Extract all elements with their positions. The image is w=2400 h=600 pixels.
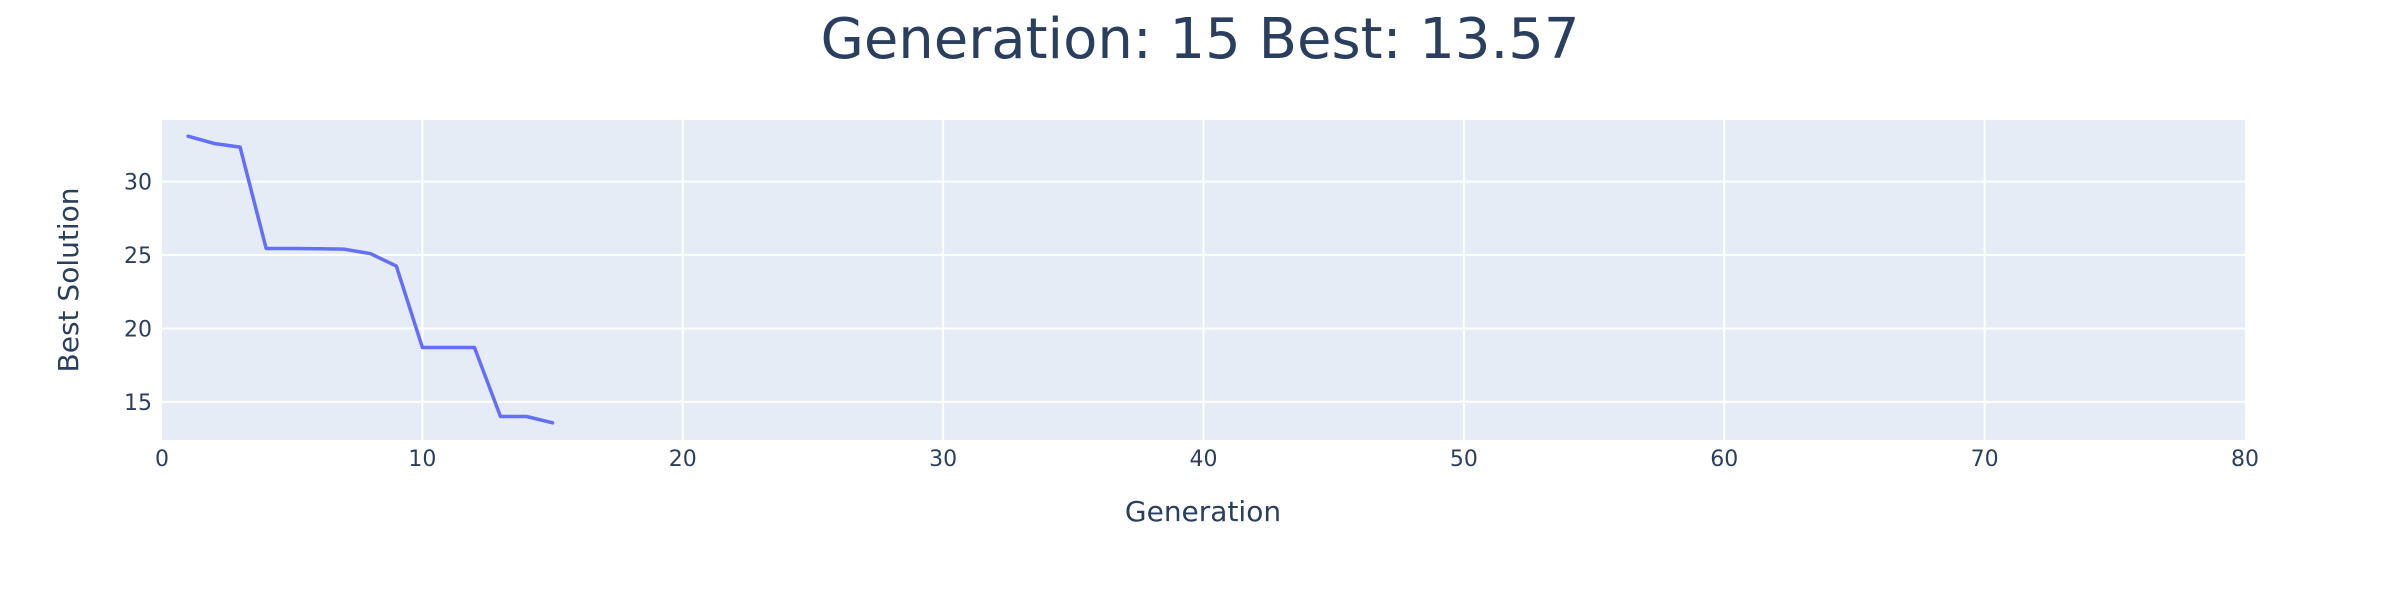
y-axis-title: Best Solution bbox=[52, 188, 85, 373]
x-tick-label: 60 bbox=[1710, 447, 1738, 472]
data-point bbox=[291, 247, 294, 250]
y-tick-label: 20 bbox=[124, 317, 152, 342]
y-tick-label: 15 bbox=[124, 391, 152, 416]
data-point bbox=[369, 252, 372, 255]
series-line bbox=[186, 134, 555, 425]
x-tick-labels: 0 10 20 30 40 50 60 70 80 bbox=[155, 447, 2259, 472]
data-point bbox=[551, 421, 554, 424]
data-point bbox=[213, 142, 216, 145]
data-point bbox=[239, 146, 242, 149]
data-point bbox=[525, 415, 528, 418]
x-tick-label: 40 bbox=[1190, 447, 1218, 472]
data-point bbox=[447, 346, 450, 349]
x-axis-title: Generation bbox=[1125, 495, 1281, 528]
data-point bbox=[421, 346, 424, 349]
y-tick-label: 30 bbox=[124, 171, 152, 196]
chart-title: Generation: 15 Best: 13.57 bbox=[820, 7, 1579, 72]
x-tick-label: 50 bbox=[1450, 447, 1478, 472]
data-point bbox=[395, 265, 398, 268]
x-tick-label: 30 bbox=[929, 447, 957, 472]
y-tick-label: 25 bbox=[124, 244, 152, 269]
data-point bbox=[473, 346, 476, 349]
x-tick-label: 20 bbox=[669, 447, 697, 472]
y-tick-labels: 15 20 25 30 bbox=[124, 171, 152, 416]
data-point bbox=[499, 415, 502, 418]
series-layer bbox=[186, 134, 555, 425]
data-point bbox=[265, 247, 268, 250]
x-tick-label: 70 bbox=[1971, 447, 1999, 472]
x-tick-label: 0 bbox=[155, 447, 169, 472]
data-point bbox=[187, 135, 190, 138]
x-tick-label: 10 bbox=[408, 447, 436, 472]
data-point bbox=[343, 248, 346, 251]
x-gridlines bbox=[421, 120, 1986, 440]
data-point bbox=[317, 247, 320, 250]
x-tick-label: 80 bbox=[2231, 447, 2259, 472]
y-gridlines bbox=[162, 180, 2245, 403]
